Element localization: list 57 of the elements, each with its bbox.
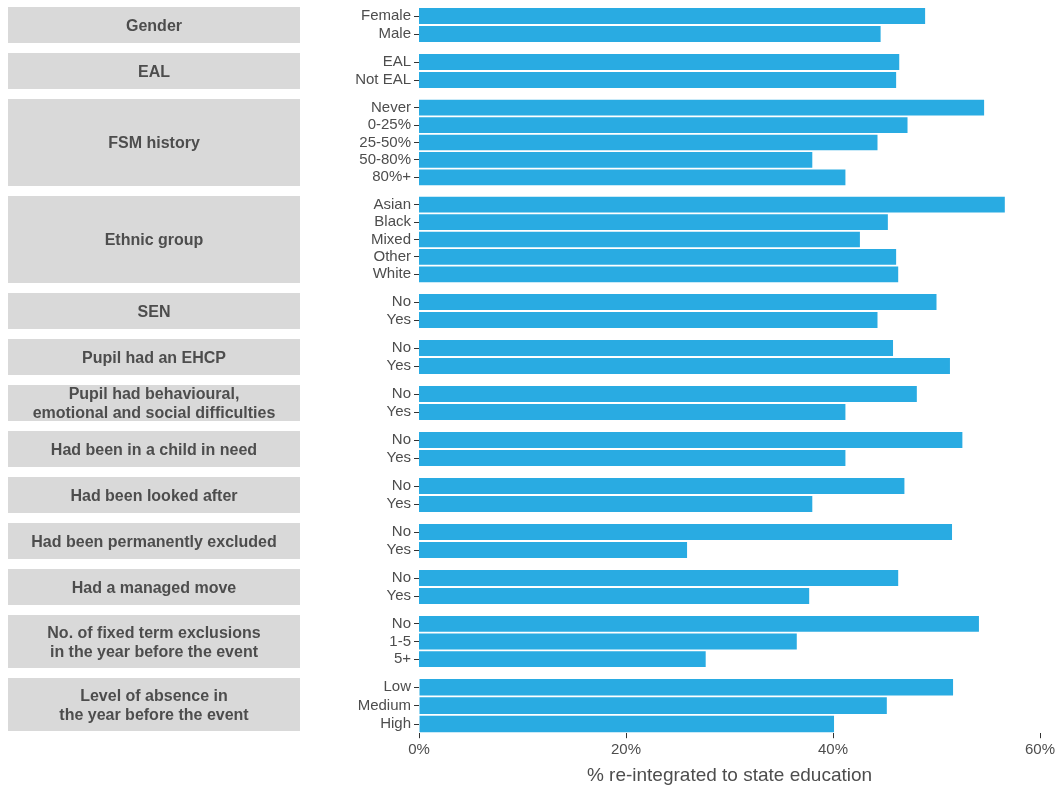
bar [419,715,835,733]
y-tick-label: 25-50% [359,132,411,150]
y-tick-label: Yes [386,310,411,328]
y-tick-label: Yes [386,402,411,420]
y-tick-label: No [391,522,411,540]
y-axis-title: Had been in a child in need [8,431,300,467]
x-tick-label: 0% [408,740,430,758]
y-axis-title: Pupil had an EHCP [8,339,300,375]
y-axis-title: No. of fixed term exclusions in the year before the event [8,615,300,668]
y-axis-title: Had been looked after [8,477,300,513]
y-tick-label: 0-25% [367,115,411,133]
y-tick-label: High [380,714,411,732]
y-tick-label: No [391,613,411,631]
bar [419,678,954,696]
y-tick-label: Low [383,677,412,695]
y-tick-label: No [391,292,411,310]
y-tick-label: Asian [373,194,411,212]
y-tick-label: Yes [386,540,411,558]
y-axis-title: Gender [8,7,300,43]
y-tick-label: Black [374,212,412,230]
y-tick-label: Yes [386,586,411,604]
y-tick-label: Never [370,97,411,115]
y-tick-label: 50-80% [359,150,411,168]
y-axis-title: EAL [8,53,300,89]
x-axis-title: % re-integrated to state education [586,763,873,785]
bar [419,697,887,714]
y-tick-label: No [391,430,411,448]
y-tick-label: 80%+ [372,167,412,185]
y-tick-label: 5+ [393,649,412,667]
y-tick-label: Male [378,24,411,42]
y-tick-label: No [391,568,411,586]
bar [419,231,860,248]
y-tick-label: 1-5 [389,631,411,649]
y-tick-label: No [391,384,411,402]
y-tick-label: Yes [386,356,411,374]
y-axis-title: Had a managed move [8,569,300,605]
y-tick-label: Yes [386,494,411,512]
y-tick-label: No [391,476,411,494]
y-tick-label: Mixed [370,229,411,247]
y-tick-label: Medium [357,695,411,713]
y-tick-label: EAL [382,52,411,70]
x-tick-label: 40% [817,740,849,758]
y-tick-label: Female [360,6,411,24]
y-axis-title: Had been permanently excluded [8,523,300,559]
y-tick-label: Yes [386,448,411,466]
y-axis-title: SEN [8,293,300,329]
x-tick-label: 20% [610,740,642,758]
y-axis-title: Pupil had behavioural, emotional and social difficulties [8,385,300,421]
y-axis-title: Level of absence in the year before the event [8,678,300,731]
y-axis-title: Ethnic group [8,196,300,283]
x-tick-label: 60% [1024,740,1056,758]
y-tick-label: Not EAL [355,70,411,88]
y-axis-title: FSM history [8,99,300,186]
y-tick-label: Other [373,247,411,265]
y-tick-label: White [372,264,411,282]
y-tick-label: No [391,338,411,356]
bar [419,134,878,151]
